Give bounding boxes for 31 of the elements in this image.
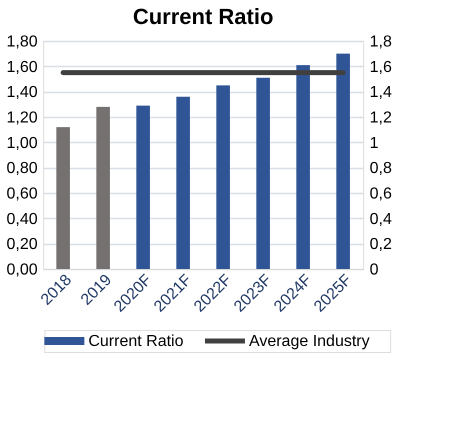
y-tick-label: 1,80 (6, 34, 38, 50)
y-tick-label: 1,60 (6, 58, 38, 76)
bar (256, 78, 270, 269)
y2-tick-label: 0 (370, 262, 379, 278)
legend-label: Average Industry (248, 333, 370, 350)
y-tick-label: 1,00 (6, 134, 38, 152)
bar (176, 96, 190, 269)
bar (136, 106, 150, 269)
y-tick-label: 0,00 (6, 262, 38, 278)
y2-tick-label: 0,6 (370, 186, 392, 202)
y2-tick-label: 0,8 (370, 160, 392, 178)
y-tick-label: 0,60 (6, 186, 38, 202)
y-tick-label: 0,40 (6, 210, 38, 228)
y-tick-label: 0,20 (6, 236, 38, 254)
y2-tick-label: 0,2 (370, 236, 392, 254)
y-tick-label: 0,80 (6, 160, 38, 178)
y2-tick-label: 1,8 (370, 34, 392, 50)
bar (96, 106, 110, 269)
y2-tick-label: 1 (370, 134, 379, 152)
legend-label: Current Ratio (88, 333, 184, 350)
chart-title: Current Ratio (132, 4, 274, 29)
y2-tick-label: 1,6 (370, 58, 392, 76)
y-tick-label: 1,40 (6, 84, 38, 102)
y2-tick-label: 1,2 (370, 110, 392, 126)
bar (216, 85, 230, 269)
bar (56, 127, 70, 269)
bar (296, 65, 310, 269)
bar (336, 54, 350, 269)
y2-tick-label: 1,4 (370, 84, 392, 102)
y-tick-label: 1,20 (6, 110, 38, 126)
y2-tick-label: 0,4 (370, 210, 392, 228)
